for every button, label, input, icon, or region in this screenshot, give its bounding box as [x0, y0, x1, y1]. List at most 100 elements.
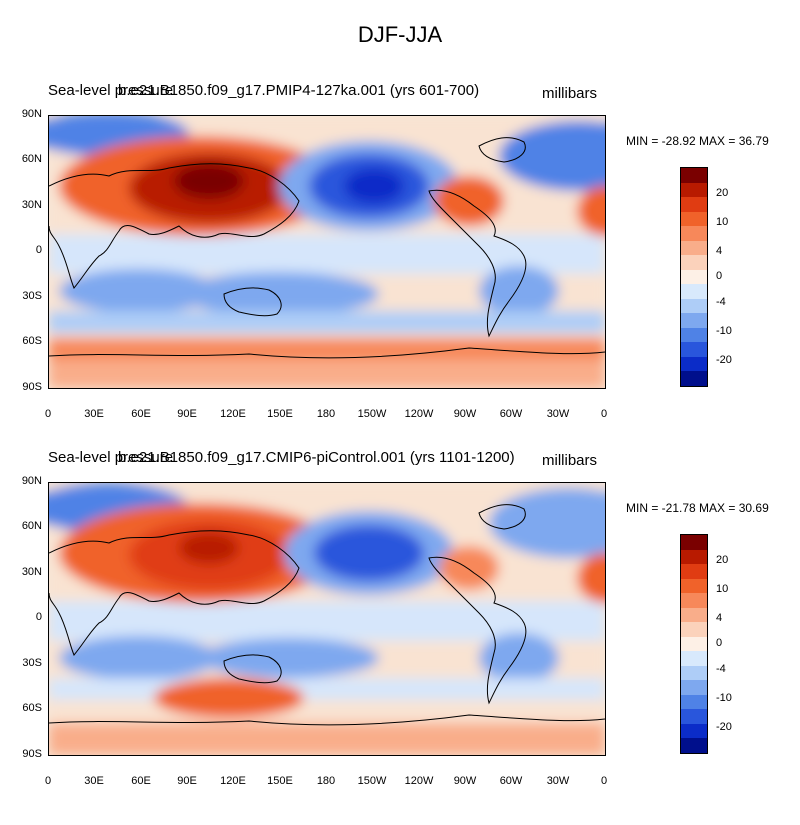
lon-tick: 30E: [84, 408, 104, 420]
lon-tick: 90W: [453, 775, 477, 787]
colorbar-label: 4: [716, 612, 723, 624]
colorbar-swatch: [681, 622, 707, 637]
lon-tick: 150E: [267, 775, 293, 787]
colorbar-swatch: [681, 197, 707, 212]
lon-tick: 60W: [499, 408, 523, 420]
lat-tick: 60N: [21, 153, 42, 165]
lon-tick: 60W: [499, 775, 523, 787]
lon-tick: 150E: [267, 408, 293, 420]
lon-tick: 120W: [404, 775, 434, 787]
colorbar-label: -10: [716, 325, 732, 337]
lon-tick: 0: [44, 775, 52, 787]
lon-tick: 180: [316, 775, 336, 787]
colorbar-label: -10: [716, 692, 732, 704]
lat-tick: 30N: [21, 199, 42, 211]
lon-tick: 180: [316, 408, 336, 420]
colorbar-swatch: [681, 356, 707, 372]
sea-level-pressure-field: [49, 483, 605, 755]
lat-tick: 30S: [22, 290, 42, 302]
colorbar: [680, 534, 708, 754]
colorbar-swatch: [681, 327, 707, 343]
colorbar-swatch: [681, 651, 707, 666]
lat-tick: 90S: [22, 381, 42, 393]
colorbar-swatch: [681, 182, 707, 198]
lon-tick: 120W: [404, 408, 434, 420]
map-plot: [48, 115, 606, 389]
colorbar-swatch: [681, 593, 707, 608]
colorbar-swatch: [681, 535, 707, 550]
colorbar-swatch: [681, 371, 707, 386]
lat-tick: 60N: [21, 520, 42, 532]
lat-tick: 30S: [22, 657, 42, 669]
lon-tick: 30W: [546, 408, 570, 420]
lon-tick: 90E: [177, 408, 197, 420]
lat-tick: 90N: [21, 108, 42, 120]
lon-tick: 0: [44, 408, 52, 420]
lat-tick: 90N: [21, 475, 42, 487]
colorbar-label: -20: [716, 721, 732, 733]
colorbar-label: 0: [716, 637, 723, 649]
colorbar-swatch: [681, 549, 707, 565]
colorbar-swatch: [681, 636, 707, 652]
colorbar-label: -20: [716, 354, 732, 366]
run-label: b.e21.B1850.f09_g17.PMIP4-127ka.001 (yrs…: [118, 82, 480, 99]
colorbar-swatch: [681, 342, 707, 357]
run-label: b.e21.B1850.f09_g17.CMIP6-piControl.001 …: [118, 449, 515, 466]
colorbar-label: 0: [716, 270, 723, 282]
colorbar-swatch: [681, 564, 707, 579]
lon-tick: 150W: [357, 775, 387, 787]
lat-tick: 60S: [22, 702, 42, 714]
lon-tick: 120E: [220, 408, 246, 420]
lon-tick: 60E: [131, 408, 151, 420]
colorbar-swatch: [681, 694, 707, 710]
lat-tick: 30N: [21, 566, 42, 578]
lon-tick: 90E: [177, 775, 197, 787]
lon-tick: 0: [600, 775, 608, 787]
lat-tick: 90S: [22, 748, 42, 760]
colorbar-swatch: [681, 255, 707, 270]
page-title: DJF-JJA: [357, 22, 443, 47]
colorbar-swatch: [681, 313, 707, 328]
colorbar-label: 10: [716, 583, 729, 595]
units-label: millibars: [542, 452, 598, 469]
lon-tick: 30E: [84, 775, 104, 787]
sea-level-pressure-field: [49, 116, 605, 388]
variable-label: Sea-level pressure: [48, 82, 174, 99]
colorbar-label: -4: [716, 296, 726, 308]
colorbar-label: 4: [716, 245, 723, 257]
colorbar: [680, 167, 708, 387]
variable-label: Sea-level pressure: [48, 449, 174, 466]
colorbar-swatch: [681, 738, 707, 753]
colorbar-label: 10: [716, 216, 729, 228]
colorbar-swatch: [681, 578, 707, 594]
colorbar-swatch: [681, 723, 707, 739]
colorbar-swatch: [681, 168, 707, 183]
colorbar-label: 20: [716, 554, 729, 566]
lon-tick: 0: [600, 408, 608, 420]
map-panel-2: Sea-level pressure b.e21.B1850.f09_g17.C…: [0, 445, 800, 825]
colorbar-swatch: [681, 298, 707, 314]
colorbar-swatch: [681, 607, 707, 623]
colorbar-swatch: [681, 665, 707, 681]
minmax-label: MIN = -21.78 MAX = 30.69: [626, 501, 769, 515]
colorbar-label: 20: [716, 187, 729, 199]
colorbar-label: -4: [716, 663, 726, 675]
lon-tick: 30W: [546, 775, 570, 787]
map-panel-1: Sea-level pressure b.e21.B1850.f09_g17.P…: [0, 78, 800, 458]
lat-tick: 0: [35, 611, 42, 623]
lat-tick: 60S: [22, 335, 42, 347]
lon-tick: 60E: [131, 775, 151, 787]
lon-tick: 120E: [220, 775, 246, 787]
colorbar-swatch: [681, 211, 707, 227]
lon-tick: 150W: [357, 408, 387, 420]
map-plot: [48, 482, 606, 756]
units-label: millibars: [542, 85, 598, 102]
colorbar-swatch: [681, 269, 707, 285]
colorbar-swatch: [681, 284, 707, 299]
minmax-label: MIN = -28.92 MAX = 36.79: [626, 134, 769, 148]
colorbar-swatch: [681, 709, 707, 724]
colorbar-swatch: [681, 680, 707, 695]
lat-tick: 0: [35, 244, 42, 256]
lon-tick: 90W: [453, 408, 477, 420]
colorbar-swatch: [681, 240, 707, 256]
